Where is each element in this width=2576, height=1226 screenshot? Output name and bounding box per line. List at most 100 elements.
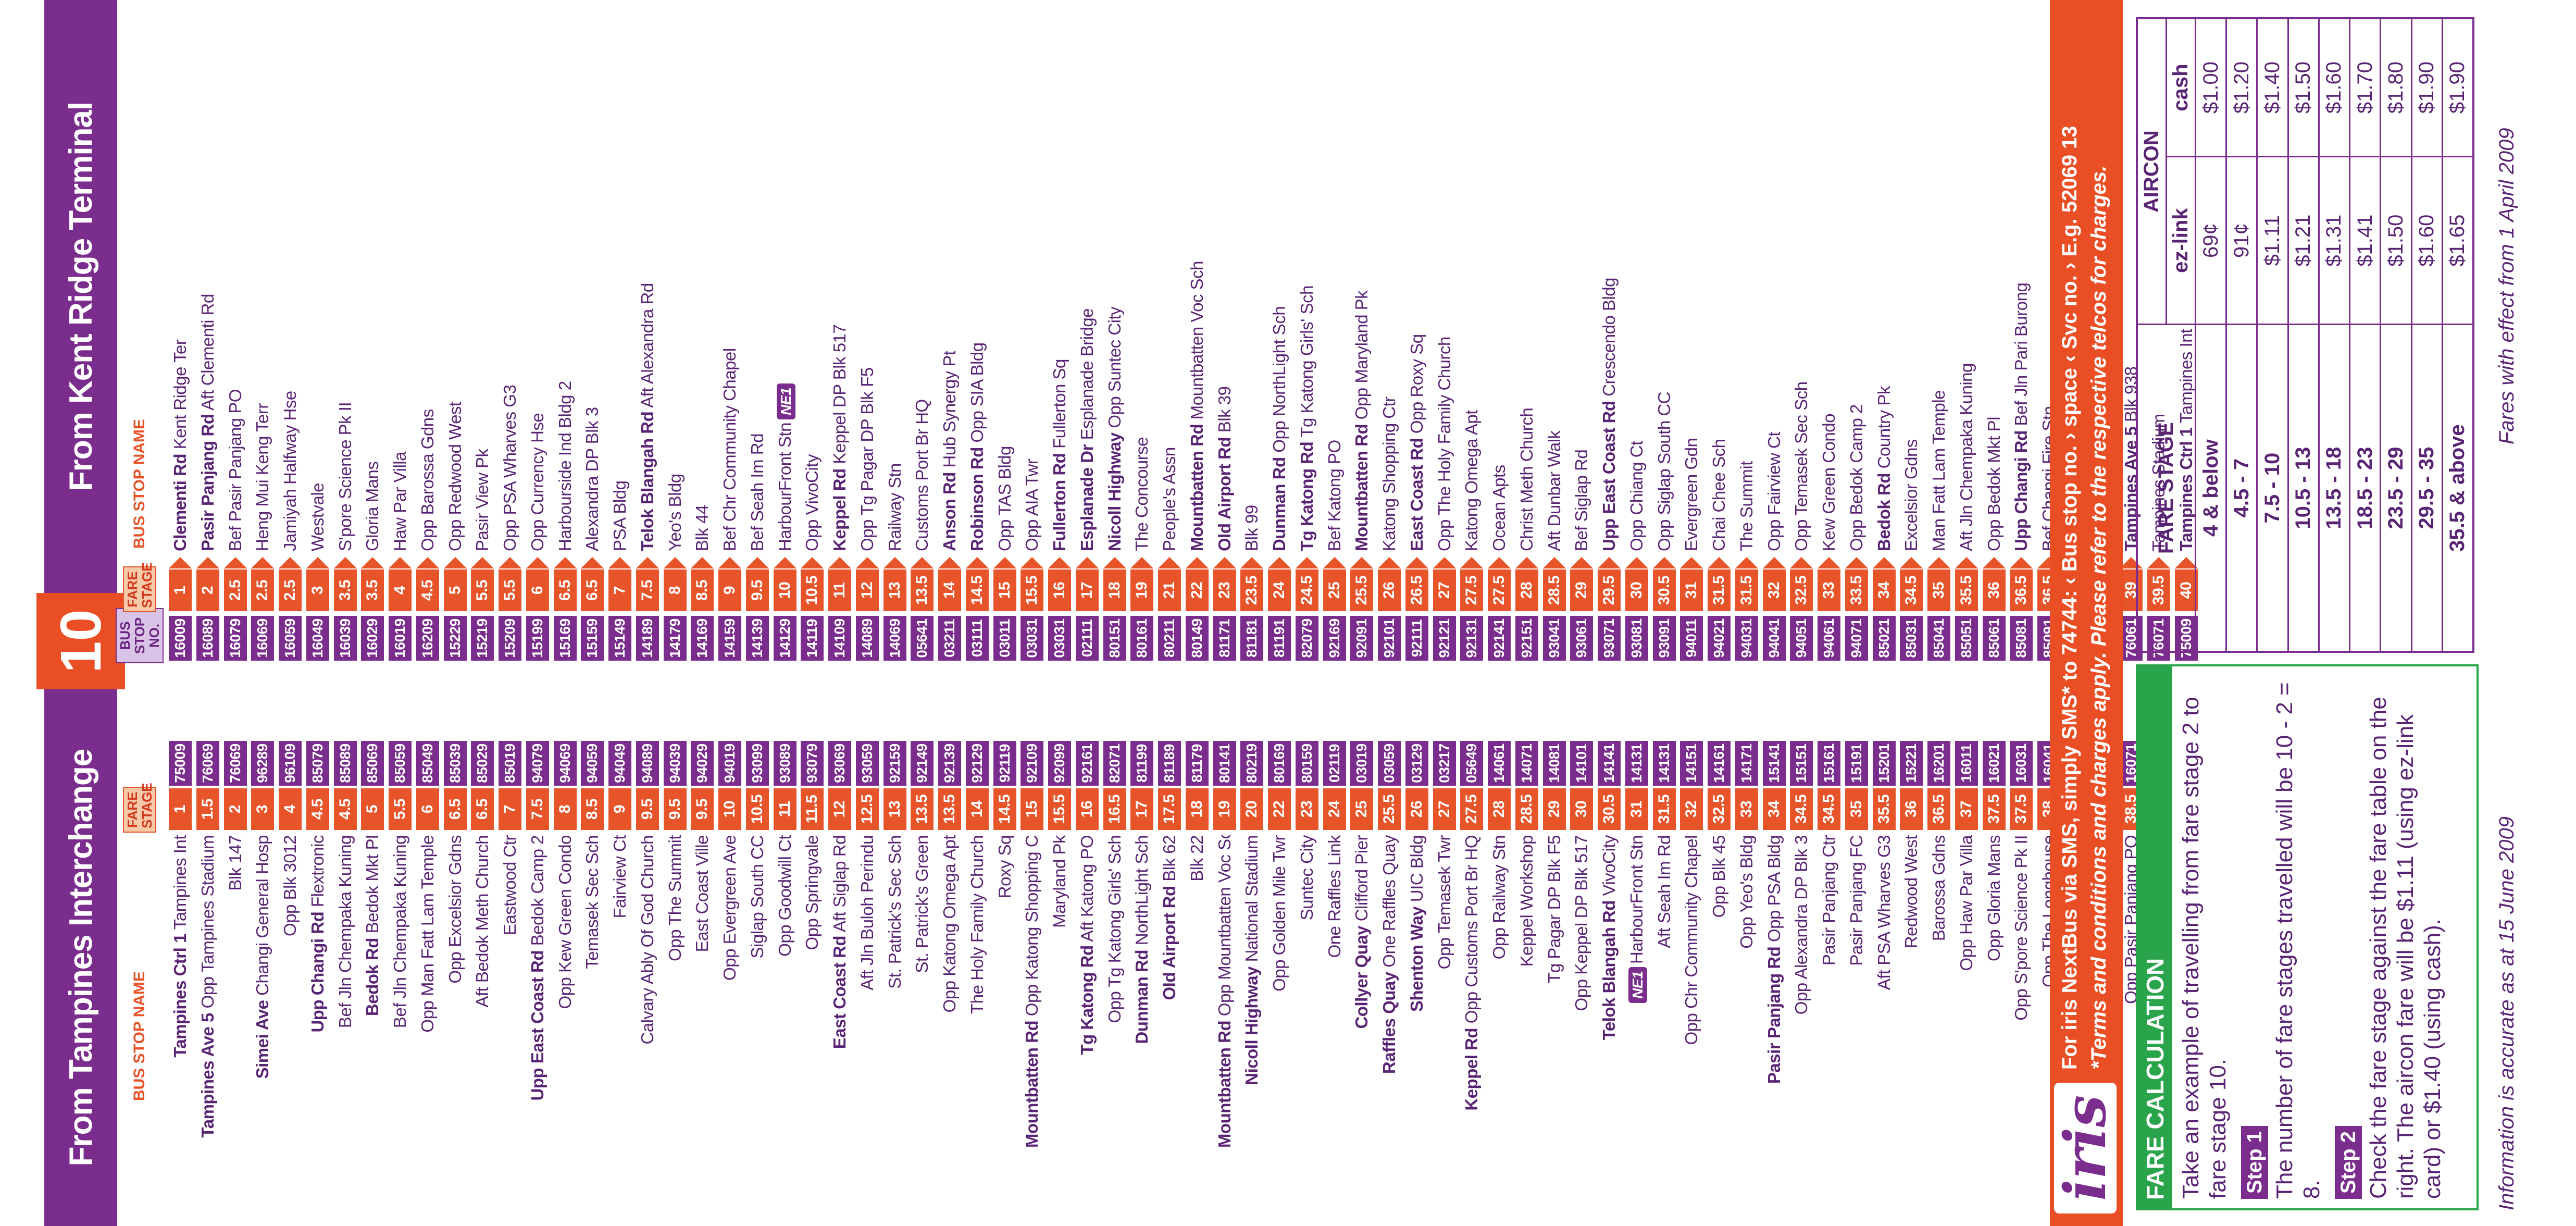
- arrow-right-icon: [279, 557, 302, 568]
- left-bus-stop-no: 96109: [279, 741, 302, 786]
- stop-label: Tampines Int: [170, 835, 190, 930]
- cash-fare-cell: $1.40: [2257, 18, 2288, 157]
- ezlink-fare-cell: $1.41: [2349, 156, 2381, 325]
- left-bus-stop-no: 85089: [333, 741, 357, 786]
- left-fare-stage: 33: [1735, 788, 1758, 830]
- left-bus-stop-no: 92109: [1021, 741, 1044, 786]
- right-fare-stage: 3: [306, 569, 329, 611]
- road-name: Mountbatten Rd: [1187, 424, 1206, 551]
- stop-label: Man Fatt Lam Temple: [1929, 390, 1948, 551]
- left-fare-stage: 6: [416, 788, 439, 830]
- arrow-right-icon: [1295, 557, 1318, 568]
- road-name: Old Airport Rd: [1160, 886, 1179, 1000]
- left-bus-stop-no: 05649: [1460, 741, 1484, 786]
- right-stop-name: Opp VivoCity: [801, 9, 824, 551]
- left-fare-stage-label: FARE STAGE: [119, 783, 160, 833]
- stop-label: Katong Omega Apt: [1462, 410, 1482, 551]
- left-bus-stop-no: 14151: [1680, 741, 1703, 786]
- right-bus-stop-no: 92091: [1350, 616, 1374, 661]
- road-name: East Coast Rd: [1407, 438, 1426, 551]
- left-fare-stage: 27: [1433, 788, 1456, 830]
- right-fare-stage: 30.5: [1652, 569, 1676, 611]
- left-bus-stop-no: 16031: [2010, 741, 2033, 786]
- right-bus-stop-no: 14119: [801, 616, 824, 661]
- cash-fare-cell: $1.70: [2349, 18, 2381, 157]
- left-stop-name: Keppel Rd Opp Customs Port Br HQ: [1460, 835, 1483, 1148]
- right-bus-stop-no: 92131: [1460, 616, 1484, 661]
- right-fare-stage: 1: [169, 569, 192, 611]
- left-fare-stage: 37.5: [2010, 788, 2033, 830]
- right-fare-stage: 14.5: [965, 569, 989, 611]
- right-stop-name: Kew Green Condo: [1818, 9, 1840, 551]
- stop-label: Pasir View Pk: [472, 449, 492, 551]
- left-direction-title: From Tampines Interchange: [44, 689, 117, 1226]
- left-fare-stage: 35.5: [1872, 788, 1896, 830]
- arrow-right-icon: [1158, 557, 1181, 568]
- right-bus-stop-no: 94021: [1708, 616, 1731, 661]
- stop-label: HarbourFront Stn: [775, 423, 794, 551]
- left-bus-stop-no: 81179: [1185, 741, 1209, 786]
- right-fare-stage: 5: [443, 569, 467, 611]
- left-bus-stop-no: 80141: [1213, 741, 1236, 786]
- left-fare-stage: 17.5: [1158, 788, 1181, 830]
- stop-label: Katong Shopping Ctr: [1379, 397, 1399, 551]
- right-stop-name: Railway Stn: [883, 9, 906, 551]
- stop-label: Opp Mountbatten Voc Sch: [1214, 835, 1234, 1017]
- stop-label: Bef Pasir Panjang PO: [225, 389, 245, 551]
- left-fare-stage: 36: [1900, 788, 1923, 830]
- step-1-label: Step 1: [2241, 1125, 2268, 1199]
- stop-label: Tg Pagar DP Blk F5: [1544, 835, 1564, 983]
- road-name: Dunman Rd: [1270, 457, 1289, 551]
- stop-label: One Raffles Quay: [1379, 835, 1399, 968]
- stop-label: Blk 99: [1242, 505, 1262, 551]
- right-stop-name: Aft Dunbar Walk: [1543, 9, 1566, 551]
- right-bus-stop-no: 81171: [1213, 616, 1236, 661]
- left-fare-stage: 37.5: [1982, 788, 2006, 830]
- right-fare-stage: 4.5: [416, 569, 439, 611]
- right-fare-stage: 26.5: [1405, 569, 1428, 611]
- table-row: Shenton Way UIC Bldg 26 03129 92111 26.5 East…: [1403, 0, 1431, 1226]
- table-row: Raffles Quay One Raffles Quay 25.5 03059 92…: [1376, 0, 1403, 1226]
- right-stop-name: Katong Omega Apt: [1460, 9, 1483, 551]
- right-bus-stop-name-label: BUS STOP NAME: [131, 419, 148, 549]
- stop-label: Opp Katong Omega Apt: [940, 835, 959, 1013]
- left-bus-stop-no: 85059: [389, 741, 412, 786]
- cash-fare-cell: $1.20: [2226, 18, 2257, 157]
- table-row: Eastwood Ctr 7 85019 15209 5.5 Opp PSA Wharve…: [496, 0, 524, 1226]
- road-name: Pasir Panjang Rd: [1764, 946, 1784, 1084]
- left-stop-name: Opp Tg Katong Girls' Sch: [1103, 835, 1126, 1148]
- stop-label: Blk 147: [225, 835, 245, 891]
- ezlink-fare-cell: $1.50: [2380, 156, 2412, 325]
- arrow-right-icon: [801, 557, 824, 568]
- right-fare-stage: 4: [389, 569, 412, 611]
- table-row: Temasek Sec Sch 8.5 94059 15159 6.5 Alexandra…: [579, 0, 606, 1226]
- left-bus-stop-no: 15201: [1872, 741, 1896, 786]
- arrow-right-icon: [1955, 557, 1978, 568]
- right-stop-name: Bedok Rd Country Pk: [1873, 9, 1896, 551]
- arrow-right-icon: [499, 557, 521, 568]
- right-stop-name: Pasir Panjang Rd Aft Clementi Rd: [196, 9, 219, 551]
- table-row: Keppel Rd Opp Customs Port Br HQ 27.5 0564…: [1458, 0, 1486, 1226]
- left-bus-stop-no: 94039: [663, 741, 687, 786]
- table-row: Aft PSA Wharves G3 35.5 15201 85021 34 Bedok …: [1871, 0, 1898, 1226]
- cash-fare-cell: $1.90: [2411, 18, 2443, 157]
- right-stop-name: Opp Tg Pagar DP Blk F5: [856, 9, 879, 551]
- stop-label: NorthLight Sch: [1132, 835, 1152, 946]
- left-stop-name: Calvary Ably Of God Church: [636, 835, 659, 1148]
- stop-label: S'pore Science Pk II: [335, 402, 355, 551]
- left-fare-stage: 5: [361, 788, 384, 830]
- stop-label: Jamiyah Halfway Hse: [280, 391, 300, 551]
- right-fare-stage: 3.5: [361, 569, 384, 611]
- arrow-right-icon: [938, 557, 961, 568]
- left-bus-stop-no: 96289: [251, 741, 275, 786]
- right-fare-stage: 10.5: [801, 569, 824, 611]
- stop-label: Aft Siglap Rd: [830, 835, 849, 933]
- table-row: Opp Haw Par Villa 37 16011 85051 35.5 Aft Jln…: [1953, 0, 1981, 1226]
- right-stop-name: The Summit: [1735, 9, 1758, 551]
- left-stop-name: Bef Jln Chempaka Kuning: [389, 835, 412, 1148]
- stop-label: National Stadium: [1242, 835, 1262, 962]
- fare-table-row: 13.5 - 18 $1.31 $1.60: [2319, 18, 2350, 652]
- right-fare-stage: 7.5: [636, 569, 659, 611]
- left-stop-name: Blk 22: [1186, 835, 1209, 1148]
